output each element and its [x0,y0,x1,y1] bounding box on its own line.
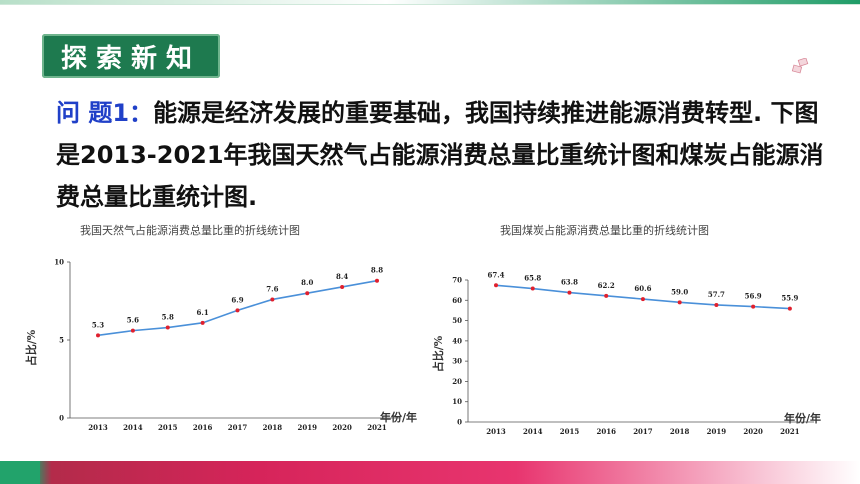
x-tick-label: 2021 [780,427,800,436]
x-tick-label: 2016 [193,423,213,432]
data-point [340,284,345,289]
x-tick-label: 2019 [298,423,318,432]
data-label: 5.6 [127,316,139,325]
y-tick-label: 20 [452,377,462,386]
problem-label: 问 题1： [56,99,154,127]
chart-title: 我国天然气占能源消费总量比重的折线统计图 [80,223,300,237]
section-tag: 探索新知 [42,34,220,78]
data-label: 5.3 [92,320,104,329]
data-label: 62.2 [598,281,615,290]
bottom-accent-green [0,461,40,484]
data-point [235,308,240,313]
data-point [375,278,379,283]
chart-title: 我国煤炭占能源消费总量比重的折线统计图 [500,223,709,237]
data-point [604,293,609,298]
data-point [677,300,682,305]
data-label: 56.9 [745,292,762,301]
plot-area: 0 10 20 30 40 50 60 70 2013 2014 2015 2016 2017 2018 2… [452,270,814,436]
data-label: 59.0 [671,287,688,296]
y-tick-label: 50 [452,316,462,325]
y-tick-label: 5 [59,336,64,345]
data-label: 6.1 [197,308,209,317]
data-label: 57.7 [708,290,725,299]
data-label: 6.9 [231,295,243,304]
data-point [305,291,310,296]
data-point [130,328,135,333]
section-tag-label: 探索新知 [60,43,201,74]
coal-chart-svg: 我国煤炭占能源消费总量比重的折线统计图 年份/年 占比/% 0 10 20 30 40 5… [431,223,821,436]
y-tick-label: 70 [452,276,462,285]
data-point [530,286,535,291]
data-label: 8.4 [336,272,348,281]
data-label: 8.0 [301,278,313,287]
x-tick-label: 2020 [743,427,763,436]
x-tick-label: 2018 [670,427,690,436]
x-tick-label: 2014 [123,423,143,432]
y-tick-label: 0 [59,414,64,423]
y-tick-label: 0 [457,418,462,427]
plot-area: 0 5 10 2013 2014 2015 2016 2017 2018 2019 2020 2021… [54,258,400,432]
x-tick-label: 2014 [523,427,543,436]
x-tick-label: 2015 [158,423,178,432]
x-tick-label: 2017 [228,423,248,432]
natural-gas-chart-svg: 我国天然气占能源消费总量比重的折线统计图 年份/年 占比/% 0 5 10 2013 2… [24,223,417,432]
data-label: 5.8 [162,313,174,322]
data-point [714,302,719,307]
y-tick-label: 30 [452,357,462,366]
data-label: 8.8 [371,266,383,275]
top-divider [0,4,860,5]
data-point [200,320,205,325]
data-point [270,297,275,302]
y-axis-title: 占比/% [24,329,38,366]
coal-chart: 我国煤炭占能源消费总量比重的折线统计图 年份/年 占比/% 0 10 20 30 40 5… [428,218,840,442]
data-label: 55.9 [781,294,798,303]
data-label: 63.8 [561,278,578,287]
problem-body: 能源是经济发展的重要基础，我国持续推进能源消费转型. 下图是2013-2021年… [56,99,824,211]
y-tick-label: 10 [54,258,64,267]
x-tick-label: 2017 [633,427,653,436]
data-label: 7.6 [266,284,278,293]
y-axis-title: 占比/% [431,335,445,372]
y-tick-label: 60 [452,296,462,305]
y-tick-label: 40 [452,336,462,345]
x-tick-label: 2018 [263,423,283,432]
data-point [494,283,498,288]
series-line [97,279,378,337]
paper-decoration-icon [791,58,809,74]
x-tick-label: 2013 [486,427,506,436]
natural-gas-chart: 我国天然气占能源消费总量比重的折线统计图 年份/年 占比/% 0 5 10 2013 2… [20,220,430,440]
data-point [567,290,572,295]
x-tick-label: 2021 [367,423,387,432]
bottom-accent-bar [0,461,860,484]
data-point [787,306,792,311]
x-tick-label: 2019 [707,427,727,436]
x-tick-label: 2013 [88,423,108,432]
data-label: 67.4 [487,270,504,279]
x-tick-label: 2020 [332,423,352,432]
problem-statement: 问 题1：能源是经济发展的重要基础，我国持续推进能源消费转型. 下图是2013-… [56,92,826,218]
data-point [165,325,170,330]
data-label: 60.6 [634,284,651,293]
x-axis-title: 年份/年 [380,410,417,424]
x-tick-label: 2016 [596,427,616,436]
data-label: 65.8 [524,274,541,283]
x-tick-label: 2015 [560,427,580,436]
y-tick-label: 10 [452,397,462,406]
top-accent-bar [0,0,860,4]
data-point [751,304,756,309]
data-point [640,297,645,302]
data-point [96,333,100,338]
x-axis-title: 年份/年 [784,411,821,425]
